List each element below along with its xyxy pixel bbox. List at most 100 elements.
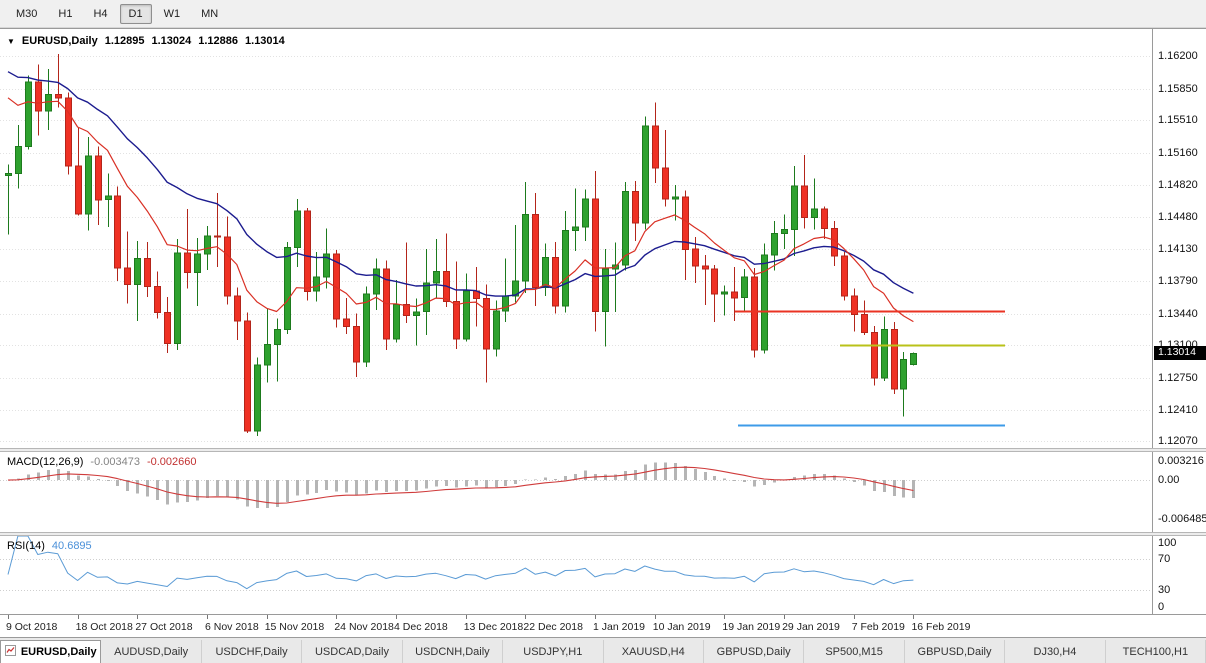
date-tick xyxy=(724,615,725,619)
macd-canvas[interactable] xyxy=(0,452,1152,532)
chart-tab-dj30-h4[interactable]: DJ30,H4 xyxy=(1005,640,1106,663)
chart-tab-label: TECH100,H1 xyxy=(1122,645,1189,658)
date-tick xyxy=(336,615,337,619)
date-tick xyxy=(78,615,79,619)
chart-tab-eurusd-daily[interactable]: EURUSD,Daily xyxy=(0,640,102,663)
date-label: 15 Nov 2018 xyxy=(264,621,325,633)
date-tick xyxy=(655,615,656,619)
date-tick xyxy=(396,615,397,619)
date-label: 29 Jan 2019 xyxy=(782,621,840,633)
macd-value: -0.003473 xyxy=(90,456,140,468)
chart-tab-label: GBPUSD,Daily xyxy=(716,645,791,658)
chart-tab-label: USDCNH,Daily xyxy=(415,645,490,658)
rsi-header: RSI(14) 40.6895 xyxy=(7,540,92,552)
chart-tab-usdcnh-daily[interactable]: USDCNH,Daily xyxy=(403,640,504,663)
chart-tab-audusd-daily[interactable]: AUDUSD,Daily xyxy=(101,640,202,663)
timeframe-button-m30[interactable]: M30 xyxy=(16,7,38,20)
date-label: 24 Nov 2018 xyxy=(334,621,394,633)
rsi-label: RSI(14) xyxy=(7,540,45,552)
high-value: 1.13024 xyxy=(151,35,192,47)
timeframe-button-w1[interactable]: W1 xyxy=(163,7,181,20)
date-label: 4 Dec 2018 xyxy=(394,621,448,633)
macd-label: MACD(12,26,9) xyxy=(7,456,84,468)
date-label: 22 Dec 2018 xyxy=(523,621,583,633)
chart-dropdown-arrow[interactable]: ▼ xyxy=(7,36,15,46)
price-scale-label: 1.15850 xyxy=(1158,82,1198,95)
date-tick xyxy=(8,615,9,619)
date-tick xyxy=(525,615,526,619)
macd-signal-value: -0.002660 xyxy=(146,456,197,468)
chart-header: ▼ EURUSD,Daily 1.12895 1.13024 1.12886 1… xyxy=(7,35,285,47)
macd-scale-label: 0.00 xyxy=(1158,474,1180,487)
date-label: 13 Dec 2018 xyxy=(463,621,524,633)
chart-tab-label: EURUSD,Daily xyxy=(20,646,97,658)
price-scale-label: 1.12070 xyxy=(1158,435,1198,448)
rsi-value: 40.6895 xyxy=(51,540,92,552)
time-axis[interactable]: 9 Oct 2018 18 Oct 2018 27 Oct 2018 6 Nov 20… xyxy=(0,614,1206,637)
rsi-scale-label: 100 xyxy=(1158,537,1177,549)
date-tick xyxy=(207,615,208,619)
price-scale-label: 1.16200 xyxy=(1158,50,1198,63)
chart-tab-label: USDCAD,Daily xyxy=(314,645,389,658)
date-tick xyxy=(466,615,467,619)
chart-tab-usdcad-daily[interactable]: USDCAD,Daily xyxy=(302,640,403,663)
rsi-scale-label: 0 xyxy=(1158,601,1165,613)
date-tick xyxy=(137,615,138,619)
date-label: 27 Oct 2018 xyxy=(135,621,193,633)
price-scale-label: 1.12410 xyxy=(1158,403,1198,416)
chart-icon xyxy=(4,645,16,659)
chart-tab-usdchf-daily[interactable]: USDCHF,Daily xyxy=(202,640,303,663)
chart-window: ▼ EURUSD,Daily 1.12895 1.13024 1.12886 1… xyxy=(0,28,1206,637)
rsi-indicator-panel: RSI(14) 40.6895 xyxy=(0,536,1152,613)
rsi-canvas[interactable] xyxy=(0,536,1152,613)
chart-tab-sp500-m15[interactable]: SP500,M15 xyxy=(804,640,905,663)
chart-tab-label: USDJPY,H1 xyxy=(523,645,583,658)
macd-scale-label: -0.006485 xyxy=(1158,512,1206,525)
panel-separator[interactable] xyxy=(0,448,1206,452)
price-chart-panel: ▼ EURUSD,Daily 1.12895 1.13024 1.12886 1… xyxy=(0,29,1152,448)
date-tick xyxy=(784,615,785,619)
chart-tab-label: GBPUSD,Daily xyxy=(917,645,992,658)
macd-indicator-panel: MACD(12,26,9) -0.003473 -0.002660 xyxy=(0,452,1152,532)
timeframe-button-mn[interactable]: MN xyxy=(201,7,219,20)
rsi-scale-label: 70 xyxy=(1158,553,1171,566)
rsi-scale-label: 30 xyxy=(1158,583,1171,596)
timeframe-button-h4[interactable]: H4 xyxy=(93,7,108,20)
price-scale-label: 1.14480 xyxy=(1158,210,1198,223)
panel-separator[interactable] xyxy=(0,532,1206,536)
chart-tabs-bar: EURUSD,Daily AUDUSD,Daily USDCHF,Daily USDC… xyxy=(0,637,1206,663)
price-chart-canvas[interactable] xyxy=(0,29,1152,448)
price-scale-label: 1.14820 xyxy=(1158,178,1198,191)
price-scale-label: 1.15160 xyxy=(1158,147,1198,160)
date-tick xyxy=(854,615,855,619)
price-scale-label: 1.13790 xyxy=(1158,274,1198,287)
open-value: 1.12895 xyxy=(104,35,145,47)
price-scale-label: 1.14130 xyxy=(1158,243,1198,256)
chart-tab-tech100-h1[interactable]: TECH100,H1 xyxy=(1106,640,1206,663)
chart-tab-gbpusd-daily-2[interactable]: GBPUSD,Daily xyxy=(905,640,1006,663)
timeframe-button-d1[interactable]: D1 xyxy=(119,3,152,24)
current-price-badge: 1.13014 xyxy=(1154,346,1206,361)
chart-tab-label: DJ30,H4 xyxy=(1033,645,1077,658)
price-scale-label: 1.13440 xyxy=(1158,307,1198,320)
date-label: 9 Oct 2018 xyxy=(6,621,58,633)
date-label: 16 Feb 2019 xyxy=(911,621,971,633)
price-scale-label: 1.12750 xyxy=(1158,372,1198,384)
timeframe-toolbar: M30 H1 H4 D1 W1 MN xyxy=(0,0,1206,28)
chart-tab-usdjpy-h1[interactable]: USDJPY,H1 xyxy=(503,640,604,663)
macd-scale-label: 0.003216 xyxy=(1158,454,1204,467)
price-scale-label: 1.15510 xyxy=(1158,114,1198,127)
date-label: 10 Jan 2019 xyxy=(652,621,711,633)
chart-tab-label: AUDUSD,Daily xyxy=(114,645,189,658)
date-tick xyxy=(595,615,596,619)
date-label: 18 Oct 2018 xyxy=(75,621,133,633)
date-tick xyxy=(913,615,914,619)
chart-tab-xauusd-h4[interactable]: XAUUSD,H4 xyxy=(604,640,704,663)
low-value: 1.12886 xyxy=(198,35,239,47)
timeframe-button-h1[interactable]: H1 xyxy=(58,7,73,20)
price-scale[interactable]: 1.16200 1.15850 1.15510 1.15160 1.14820 1.144… xyxy=(1152,29,1206,614)
close-value: 1.13014 xyxy=(245,35,285,47)
chart-tab-gbpusd-daily[interactable]: GBPUSD,Daily xyxy=(704,640,805,663)
date-tick xyxy=(267,615,268,619)
